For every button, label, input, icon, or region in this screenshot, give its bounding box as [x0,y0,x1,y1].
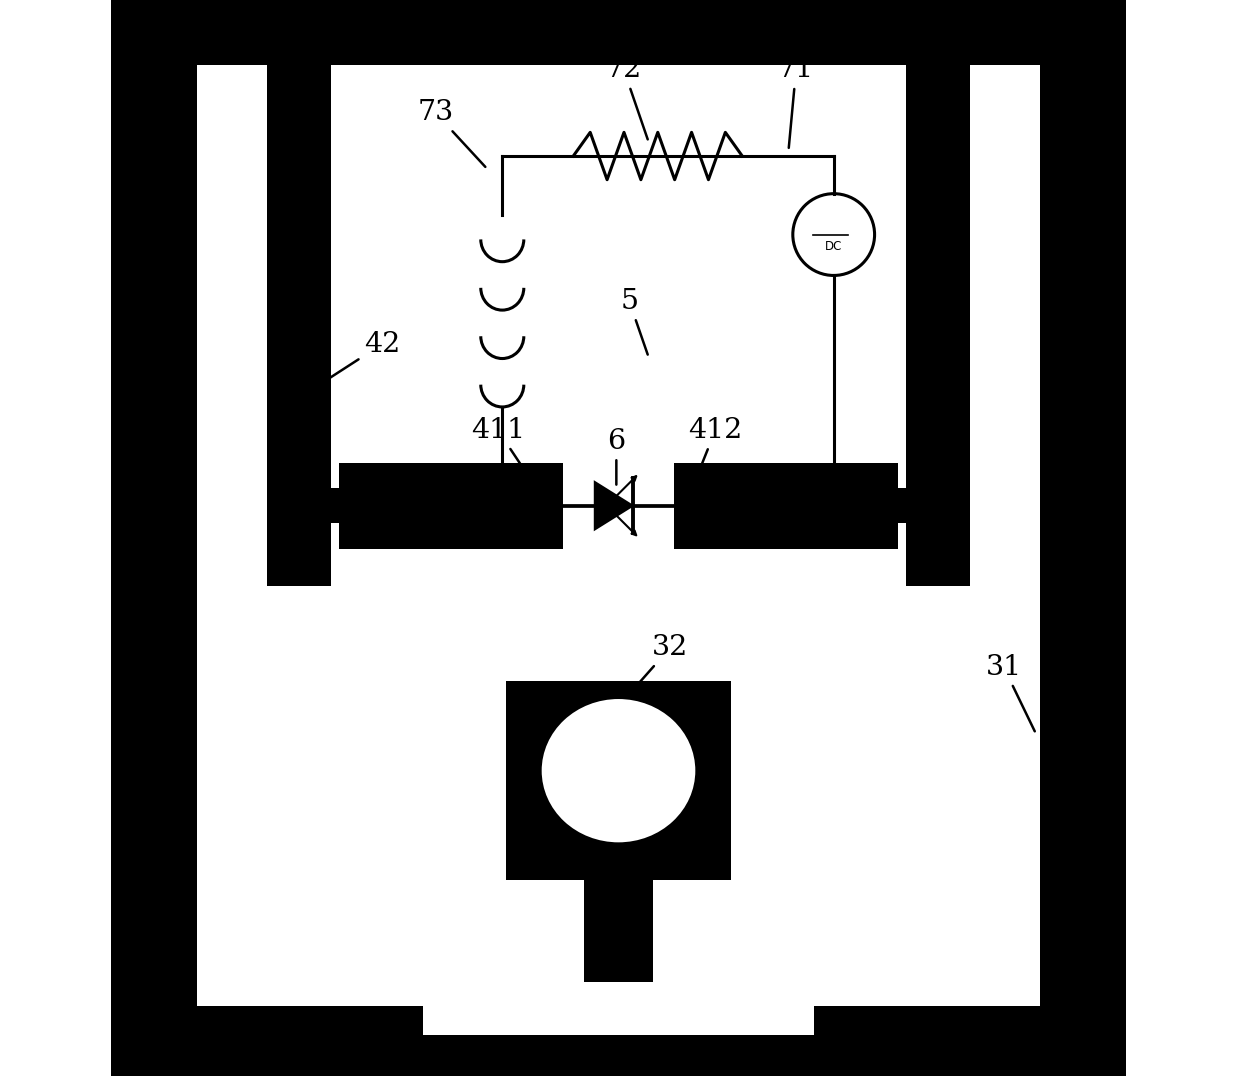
Text: 42: 42 [314,330,400,388]
Bar [110,1006,423,1076]
Bar [898,489,905,524]
Bar [905,65,970,586]
Text: 72: 72 [606,56,648,140]
Text: 6: 6 [607,427,626,484]
Bar [110,0,1127,65]
Text: 31: 31 [986,653,1035,732]
Bar [267,65,332,586]
Text: 71: 71 [778,56,814,147]
Polygon shape [595,482,632,529]
Text: 411: 411 [471,416,528,477]
Bar [506,681,731,880]
Text: DC: DC [825,240,842,253]
Bar [110,65,197,1076]
Text: 32: 32 [631,634,688,692]
Text: 412: 412 [688,416,742,477]
Ellipse shape [542,699,695,843]
Bar [674,463,898,549]
Bar [584,880,653,982]
Bar [339,463,563,549]
Circle shape [793,194,875,275]
Bar [332,489,339,524]
Text: 5: 5 [620,287,648,355]
Bar [814,1006,1127,1076]
Bar [1040,65,1127,1076]
Text: 73: 73 [417,99,485,167]
Bar [110,1035,1127,1076]
